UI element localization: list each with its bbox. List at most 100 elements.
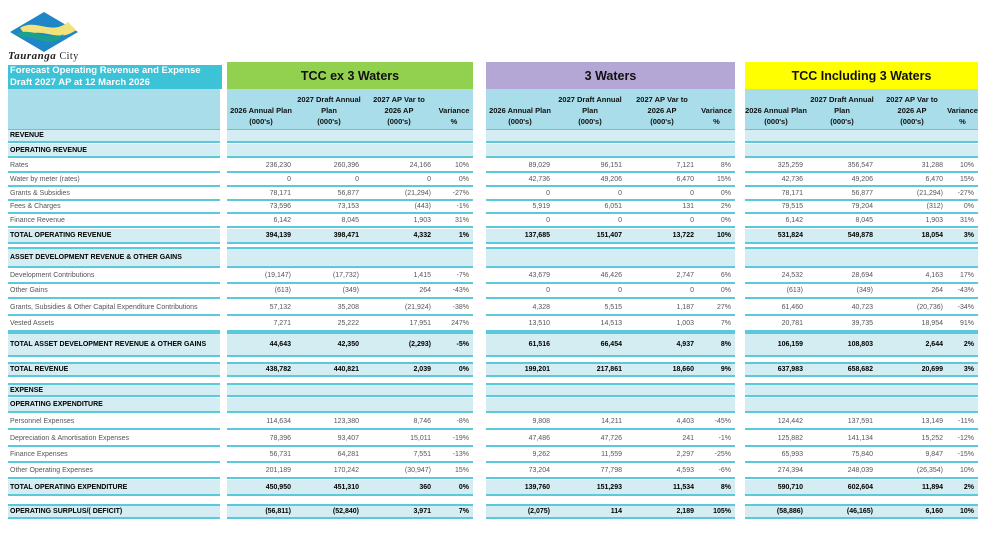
value-cell: 18,054 <box>921 232 943 239</box>
value-cell: 73,596 <box>269 203 291 210</box>
row-label: OPERATING EXPENDITURE <box>10 401 103 408</box>
column-header: Variance% <box>698 89 735 129</box>
table-row: 6,142 8,045 1,903 31% <box>745 214 978 228</box>
value-cell: 451,310 <box>333 483 359 491</box>
table-row: 56,731 64,281 7,551 -13% <box>227 447 473 463</box>
column-header-line: (000's) <box>830 117 854 126</box>
value-cell: 2,644 <box>925 341 943 348</box>
table-row: 47,486 47,726 241 -1% <box>486 431 735 447</box>
value-cell: 73,153 <box>337 203 359 210</box>
row-label-cell: ASSET DEVELOPMENT REVENUE & OTHER GAINS <box>8 247 220 268</box>
value-cell: 2% <box>963 483 974 491</box>
value-cell: 10% <box>959 161 974 169</box>
value-cell: 248,039 <box>847 467 873 474</box>
value-cell: 0 <box>618 287 622 294</box>
value-cell: 56,877 <box>337 190 359 197</box>
column-header: 2027 AP Var to 2026 AP (000's) <box>877 89 947 129</box>
column-header: 2027 Draft Annual Plan (000's) <box>807 89 877 129</box>
column-header-line: (000's) <box>249 117 273 126</box>
row-label: Water by meter (rates) <box>10 175 80 183</box>
column-header-line: 2026 AP <box>897 106 927 115</box>
column-header-line: Variance <box>701 106 732 115</box>
column-header-line: (000's) <box>764 117 788 126</box>
table-row: 236,230 260,396 24,166 10% <box>227 159 473 173</box>
value-cell: 78,171 <box>269 190 291 197</box>
column-header-line: 2026 Annual Plan <box>489 106 551 115</box>
value-cell: 8,746 <box>413 417 431 425</box>
value-cell: 28,694 <box>851 272 873 279</box>
value-cell: 264 <box>931 287 943 294</box>
table-row <box>745 398 978 413</box>
value-cell: 274,394 <box>777 467 803 474</box>
value-cell: 6,470 <box>676 175 694 183</box>
value-cell: 2,189 <box>676 508 694 515</box>
value-cell: 8% <box>720 341 731 348</box>
value-cell: 8% <box>720 161 731 169</box>
value-cell: 20,699 <box>921 366 943 373</box>
value-cell: 5,919 <box>532 203 550 210</box>
value-cell: (30,947) <box>404 467 431 474</box>
table-row: 9,808 14,211 4,403 -45% <box>486 414 735 430</box>
table-row: 24,532 28,694 4,163 17% <box>745 269 978 284</box>
table-row: 20,781 39,735 18,954 91% <box>745 317 978 332</box>
value-cell: 15% <box>716 175 731 183</box>
value-cell: 531,824 <box>777 232 803 239</box>
value-cell: 0 <box>690 287 694 294</box>
table-row: 137,685 151,407 13,722 10% <box>486 229 735 244</box>
table-row: (58,886) (46,165) 6,160 10% <box>745 504 978 519</box>
value-cell: 2,039 <box>413 366 431 373</box>
value-cell: (17,732) <box>332 272 359 279</box>
value-cell: 4,328 <box>532 303 550 311</box>
value-cell: 151,293 <box>596 483 622 491</box>
value-cell: 13,149 <box>921 417 943 425</box>
value-cell: 105% <box>713 508 731 515</box>
row-label-cell: Development Contributions <box>8 269 220 284</box>
row-label: OPERATING SURPLUS/( DEFICIT) <box>10 508 123 515</box>
table-row: 65,993 75,840 9,847 -15% <box>745 447 978 463</box>
row-label-cell: Finance Revenue <box>8 214 220 228</box>
value-cell: -15% <box>957 450 974 458</box>
value-cell: 4,163 <box>925 272 943 279</box>
table-row: 394,139 398,471 4,332 1% <box>227 229 473 244</box>
row-label: Fees & Charges <box>10 203 61 210</box>
value-cell: 217,861 <box>596 366 622 373</box>
column-header-line: (000's) <box>650 117 674 126</box>
row-label-cell: TOTAL OPERATING EXPENDITURE <box>8 480 220 496</box>
value-cell: (443) <box>414 203 431 210</box>
column-header-line: 2027 AP Var to <box>886 95 938 104</box>
value-cell: 131 <box>682 203 694 210</box>
value-cell: 4,332 <box>413 232 431 239</box>
value-cell: 35,208 <box>337 303 359 311</box>
value-cell: 9,262 <box>532 450 550 458</box>
value-cell: 0 <box>287 175 291 183</box>
table-row: 438,782 440,821 2,039 0% <box>227 362 473 377</box>
value-cell: (20,736) <box>916 303 943 311</box>
tauranga-city-logo <box>10 12 78 52</box>
value-cell: 6,142 <box>785 216 803 224</box>
value-cell: 15% <box>454 467 469 474</box>
value-cell: 10% <box>959 467 974 474</box>
table-row <box>227 383 473 397</box>
table-row: 0 0 0 0% <box>486 284 735 299</box>
value-cell: 2% <box>720 203 731 210</box>
value-cell: 14,211 <box>601 417 622 425</box>
value-cell: (21,924) <box>404 303 431 311</box>
column-header-line: 2027 AP Var to <box>636 95 688 104</box>
value-cell: -34% <box>957 303 974 311</box>
value-cell: 398,471 <box>333 232 359 239</box>
value-cell: 0% <box>720 216 731 224</box>
value-cell: 57,132 <box>269 303 291 311</box>
row-label: REVENUE <box>10 132 44 139</box>
table-row: 43,679 46,426 2,747 6% <box>486 269 735 284</box>
value-cell: 75,840 <box>851 450 873 458</box>
value-cell: 1,187 <box>676 303 694 311</box>
value-cell: 25,222 <box>337 320 359 327</box>
table-row: 89,029 96,151 7,121 8% <box>486 159 735 173</box>
table-row <box>745 130 978 143</box>
row-label-cell: OPERATING EXPENDITURE <box>8 398 220 413</box>
row-label-cell: Other Operating Expenses <box>8 464 220 479</box>
value-cell: 125,882 <box>777 434 803 442</box>
table-row: 78,171 56,877 (21,294) -27% <box>745 188 978 201</box>
value-cell: 201,189 <box>265 467 291 474</box>
column-header-line: Plan <box>582 106 598 115</box>
